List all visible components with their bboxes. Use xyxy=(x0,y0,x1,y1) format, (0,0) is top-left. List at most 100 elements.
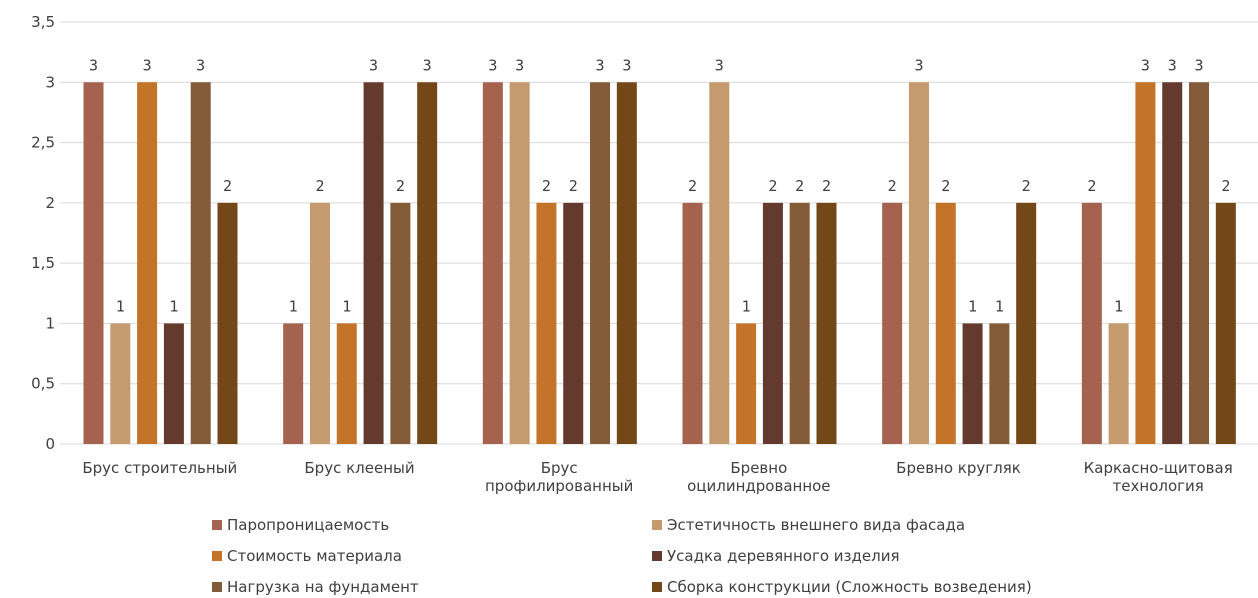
legend-label: Стоимость материала xyxy=(227,547,402,565)
x-tick-label: Брус строительный xyxy=(82,459,237,477)
bar xyxy=(1108,323,1129,444)
bar xyxy=(309,202,330,444)
y-tick-label: 2,5 xyxy=(31,134,55,152)
bar xyxy=(1189,82,1210,445)
data-label: 3 xyxy=(1195,56,1204,74)
bar xyxy=(283,323,304,444)
bar xyxy=(190,82,211,445)
y-tick-label: 2 xyxy=(45,194,55,212)
bar xyxy=(563,202,584,444)
y-tick-label: 1,5 xyxy=(31,254,55,272)
legend-label: Паропроницаемость xyxy=(227,516,389,534)
y-tick-label: 1 xyxy=(45,314,55,332)
bar xyxy=(1215,202,1236,444)
bar xyxy=(1135,82,1156,445)
legend-swatch xyxy=(652,520,662,530)
legend-swatch xyxy=(212,520,222,530)
bar xyxy=(1081,202,1102,444)
bar xyxy=(83,82,104,445)
data-label: 2 xyxy=(1022,177,1031,195)
bar xyxy=(789,202,810,444)
data-label: 2 xyxy=(941,177,950,195)
data-label: 1 xyxy=(742,297,751,315)
bar xyxy=(1016,202,1037,444)
legend-item: Нагрузка на фундамент xyxy=(212,578,419,596)
data-label: 3 xyxy=(89,56,98,74)
data-label: 1 xyxy=(968,297,977,315)
bar xyxy=(390,202,411,444)
data-label: 2 xyxy=(223,177,232,195)
x-tick-label: Каркасно-щитовая технология xyxy=(1084,459,1233,495)
data-label: 3 xyxy=(622,56,631,74)
data-label: 2 xyxy=(795,177,804,195)
data-label: 3 xyxy=(914,56,923,74)
x-axis: Брус строительный Брус клееный Брус профили… xyxy=(82,459,1232,495)
data-label: 2 xyxy=(569,177,578,195)
bar xyxy=(217,202,238,444)
bar xyxy=(736,323,757,444)
legend-item: Паропроницаемость xyxy=(212,516,389,534)
data-label: 1 xyxy=(342,297,351,315)
data-label: 3 xyxy=(1141,56,1150,74)
x-tick-label: Брус клееный xyxy=(304,459,414,477)
bar xyxy=(417,82,438,445)
legend-item: Сборка конструкции (Сложность возведения… xyxy=(652,578,1032,596)
legend-swatch xyxy=(652,551,662,561)
data-label: 2 xyxy=(396,177,405,195)
bar xyxy=(363,82,384,445)
legend-item: Усадка деревянного изделия xyxy=(652,547,900,565)
bar xyxy=(762,202,783,444)
data-label: 1 xyxy=(116,297,125,315)
legend-label: Нагрузка на фундамент xyxy=(227,578,419,596)
legend-swatch xyxy=(212,582,222,592)
x-tick-label: Брус профилированный xyxy=(485,459,633,495)
bar xyxy=(137,82,158,445)
legend-swatch xyxy=(652,582,662,592)
bar xyxy=(882,202,903,444)
data-label: 3 xyxy=(488,56,497,74)
data-label: 3 xyxy=(596,56,605,74)
x-tick-label: Бревно оцилиндрованное xyxy=(687,459,830,495)
data-label: 3 xyxy=(715,56,724,74)
legend-label: Сборка конструкции (Сложность возведения… xyxy=(667,578,1032,596)
bar xyxy=(336,323,357,444)
legend-label: Усадка деревянного изделия xyxy=(667,547,900,565)
data-label: 1 xyxy=(995,297,1004,315)
legend-item: Эстетичность внешнего вида фасада xyxy=(652,516,965,534)
bar xyxy=(536,202,557,444)
data-label: 2 xyxy=(1221,177,1230,195)
data-label: 2 xyxy=(315,177,324,195)
bar xyxy=(709,82,730,445)
bars xyxy=(83,82,1236,445)
y-tick-label: 0,5 xyxy=(31,375,55,393)
bar xyxy=(908,82,929,445)
x-tick-label: Бревно кругляк xyxy=(896,459,1021,477)
legend: Паропроницаемость Эстетичность внешнего в… xyxy=(212,516,1032,596)
data-label: 1 xyxy=(1114,297,1123,315)
data-label: 3 xyxy=(143,56,152,74)
legend-swatch xyxy=(212,551,222,561)
data-label: 2 xyxy=(542,177,551,195)
data-label: 2 xyxy=(688,177,697,195)
bar xyxy=(682,202,703,444)
y-tick-label: 0 xyxy=(45,435,55,453)
bar xyxy=(163,323,184,444)
data-label: 3 xyxy=(369,56,378,74)
data-label: 3 xyxy=(423,56,432,74)
bar xyxy=(962,323,983,444)
legend-label: Эстетичность внешнего вида фасада xyxy=(667,516,965,534)
bar xyxy=(1162,82,1183,445)
data-label: 3 xyxy=(196,56,205,74)
data-label: 2 xyxy=(768,177,777,195)
bar xyxy=(616,82,637,445)
data-label: 2 xyxy=(888,177,897,195)
bar xyxy=(590,82,611,445)
bar xyxy=(816,202,837,444)
y-tick-label: 3,5 xyxy=(31,13,55,31)
y-tick-label: 3 xyxy=(45,73,55,91)
y-axis: 0 0,5 1 1,5 2 2,5 3 3,5 xyxy=(31,13,55,453)
data-label: 3 xyxy=(1168,56,1177,74)
data-label: 1 xyxy=(169,297,178,315)
